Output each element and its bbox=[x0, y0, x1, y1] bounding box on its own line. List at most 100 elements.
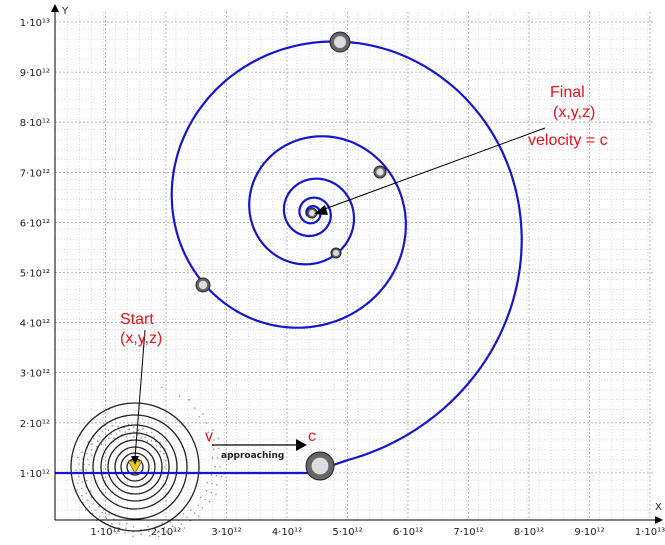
dust bbox=[111, 523, 113, 525]
particle-core bbox=[334, 36, 346, 48]
x-tick-label: 5·10¹² bbox=[332, 527, 362, 538]
particle-core bbox=[309, 210, 315, 216]
x-tick-label: 2·10¹² bbox=[151, 527, 181, 538]
dust bbox=[106, 518, 108, 520]
dust bbox=[151, 440, 153, 442]
dust bbox=[221, 476, 223, 478]
dust bbox=[148, 530, 150, 532]
dust bbox=[133, 426, 135, 428]
y-tick-label: 1·10¹³ bbox=[20, 18, 50, 29]
dust bbox=[213, 448, 215, 450]
dust bbox=[85, 509, 87, 511]
start-coords: (x,y,z) bbox=[120, 330, 162, 347]
dust bbox=[218, 448, 220, 450]
dust bbox=[91, 454, 93, 456]
dust bbox=[119, 523, 121, 525]
dust bbox=[140, 529, 142, 531]
particle-core bbox=[376, 168, 383, 175]
y-tick-label: 2·10¹² bbox=[20, 419, 50, 430]
dust bbox=[113, 437, 115, 439]
dust bbox=[93, 438, 95, 440]
x-tick-label: 1·10¹² bbox=[90, 527, 120, 538]
dust bbox=[133, 526, 135, 528]
dust bbox=[87, 499, 89, 501]
particle-core bbox=[312, 458, 329, 475]
dust bbox=[96, 446, 98, 448]
dust bbox=[211, 474, 213, 476]
x-tick-label: 8·10¹² bbox=[514, 527, 544, 538]
dust bbox=[153, 436, 155, 438]
dust bbox=[86, 493, 88, 495]
dust bbox=[81, 452, 83, 454]
final-coords: (x,y,z) bbox=[553, 104, 595, 121]
dust bbox=[147, 440, 149, 442]
dust bbox=[142, 428, 144, 430]
dust bbox=[212, 457, 214, 459]
dust bbox=[160, 446, 162, 448]
x-tick-label: 1·10¹³ bbox=[635, 527, 665, 538]
dust bbox=[159, 451, 161, 453]
dust bbox=[128, 429, 130, 431]
dust bbox=[147, 526, 149, 528]
dust bbox=[86, 480, 88, 482]
dust bbox=[156, 445, 158, 447]
dust bbox=[86, 453, 88, 455]
dust bbox=[164, 466, 166, 468]
dust bbox=[179, 395, 181, 397]
dust bbox=[214, 466, 216, 468]
dust bbox=[216, 484, 218, 486]
dust bbox=[200, 497, 202, 499]
dust bbox=[92, 503, 94, 505]
dust bbox=[206, 490, 208, 492]
dust bbox=[217, 457, 219, 459]
dust bbox=[183, 513, 185, 515]
dust bbox=[124, 532, 126, 534]
dust bbox=[198, 416, 200, 418]
dust bbox=[76, 490, 78, 492]
x-tick-label: 6·10¹² bbox=[393, 527, 423, 538]
dust bbox=[108, 429, 110, 431]
dust bbox=[80, 469, 82, 471]
dust bbox=[161, 387, 163, 389]
dust bbox=[218, 438, 220, 440]
dust bbox=[206, 422, 208, 424]
dust bbox=[213, 439, 215, 441]
dust bbox=[170, 521, 172, 523]
dust bbox=[116, 434, 118, 436]
dust bbox=[81, 495, 83, 497]
dust bbox=[75, 469, 77, 471]
final-label: Final bbox=[550, 84, 585, 101]
dust bbox=[202, 507, 204, 509]
dust bbox=[197, 505, 199, 507]
particle-core bbox=[199, 281, 207, 289]
dust bbox=[95, 509, 97, 511]
dust bbox=[87, 459, 89, 461]
dust bbox=[77, 482, 79, 484]
dust bbox=[140, 437, 142, 439]
x-tick-label: 3·10¹² bbox=[211, 527, 241, 538]
dust bbox=[81, 481, 83, 483]
y-tick-label: 1·10¹² bbox=[20, 469, 50, 480]
dust bbox=[216, 475, 218, 477]
dust bbox=[125, 527, 127, 529]
dust bbox=[164, 460, 166, 462]
dust bbox=[198, 515, 200, 517]
y-tick-label: 5·10¹² bbox=[20, 269, 50, 280]
dust bbox=[101, 430, 103, 432]
dust bbox=[77, 457, 79, 459]
x-axis-name: X bbox=[655, 502, 662, 513]
dust bbox=[97, 441, 99, 443]
y-tick-label: 8·10¹² bbox=[20, 118, 50, 129]
x-tick-label: 9·10¹² bbox=[574, 527, 604, 538]
dust bbox=[78, 463, 80, 465]
diagram: X Y 1·10¹² 2·10¹² 3·10¹² 4·10¹² 5·10¹² 6·10¹²… bbox=[0, 0, 665, 541]
y-axis-name: Y bbox=[61, 6, 69, 17]
v-label: v bbox=[205, 428, 213, 445]
dust bbox=[102, 512, 104, 514]
dust bbox=[85, 469, 87, 471]
dust bbox=[81, 488, 83, 490]
dust bbox=[99, 516, 101, 518]
dust bbox=[89, 506, 91, 508]
y-tick-label: 4·10¹² bbox=[20, 319, 50, 330]
particle-core bbox=[333, 250, 339, 256]
